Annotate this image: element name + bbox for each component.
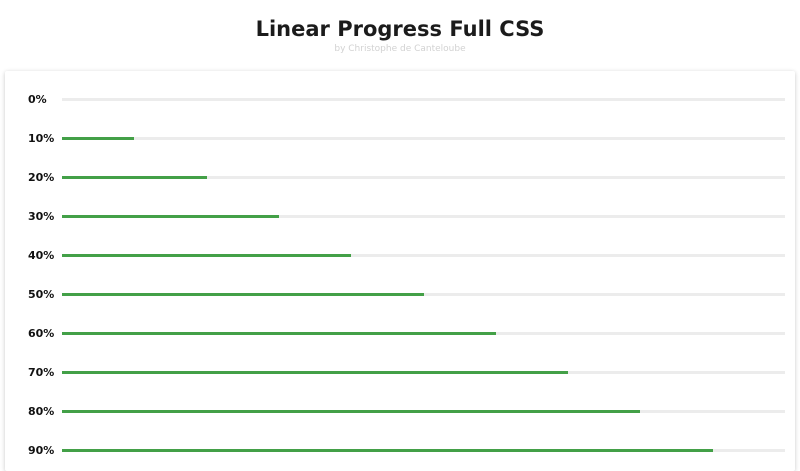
progress-track <box>62 215 785 218</box>
progress-fill <box>62 332 496 335</box>
progress-card: 0% 10% 20% 30% 40% 50% 60% 70% 80% 90% <box>5 71 795 471</box>
progress-fill <box>62 449 713 452</box>
progress-label: 30% <box>28 210 55 223</box>
progress-track <box>62 371 785 374</box>
progress-row: 70% <box>5 363 795 383</box>
progress-track <box>62 137 785 140</box>
progress-fill <box>62 410 641 413</box>
progress-row: 60% <box>5 324 795 344</box>
progress-track <box>62 98 785 101</box>
progress-fill <box>62 215 279 218</box>
progress-fill <box>62 176 207 179</box>
progress-track <box>62 293 785 296</box>
progress-row: 0% <box>5 90 795 110</box>
progress-label: 60% <box>28 327 55 340</box>
progress-row: 80% <box>5 402 795 422</box>
progress-label: 70% <box>28 366 55 379</box>
progress-fill <box>62 137 135 140</box>
progress-fill <box>62 293 424 296</box>
progress-row: 30% <box>5 207 795 227</box>
progress-row: 20% <box>5 168 795 188</box>
progress-label: 50% <box>28 288 55 301</box>
page-title: Linear Progress Full CSS <box>255 17 545 41</box>
progress-fill <box>62 254 352 257</box>
progress-track <box>62 254 785 257</box>
progress-track <box>62 449 785 452</box>
progress-track <box>62 332 785 335</box>
progress-track <box>62 410 785 413</box>
progress-label: 0% <box>28 93 47 106</box>
progress-label: 20% <box>28 171 55 184</box>
progress-row: 50% <box>5 285 795 305</box>
progress-label: 80% <box>28 405 55 418</box>
progress-label: 10% <box>28 132 55 145</box>
page-header: Linear Progress Full CSS by Christophe d… <box>0 0 800 70</box>
progress-label: 40% <box>28 249 55 262</box>
progress-fill <box>62 371 569 374</box>
progress-track <box>62 176 785 179</box>
progress-row: 40% <box>5 246 795 266</box>
progress-row: 90% <box>5 441 795 461</box>
progress-row: 10% <box>5 129 795 149</box>
page-subtitle: by Christophe de Canteloube <box>334 44 466 54</box>
